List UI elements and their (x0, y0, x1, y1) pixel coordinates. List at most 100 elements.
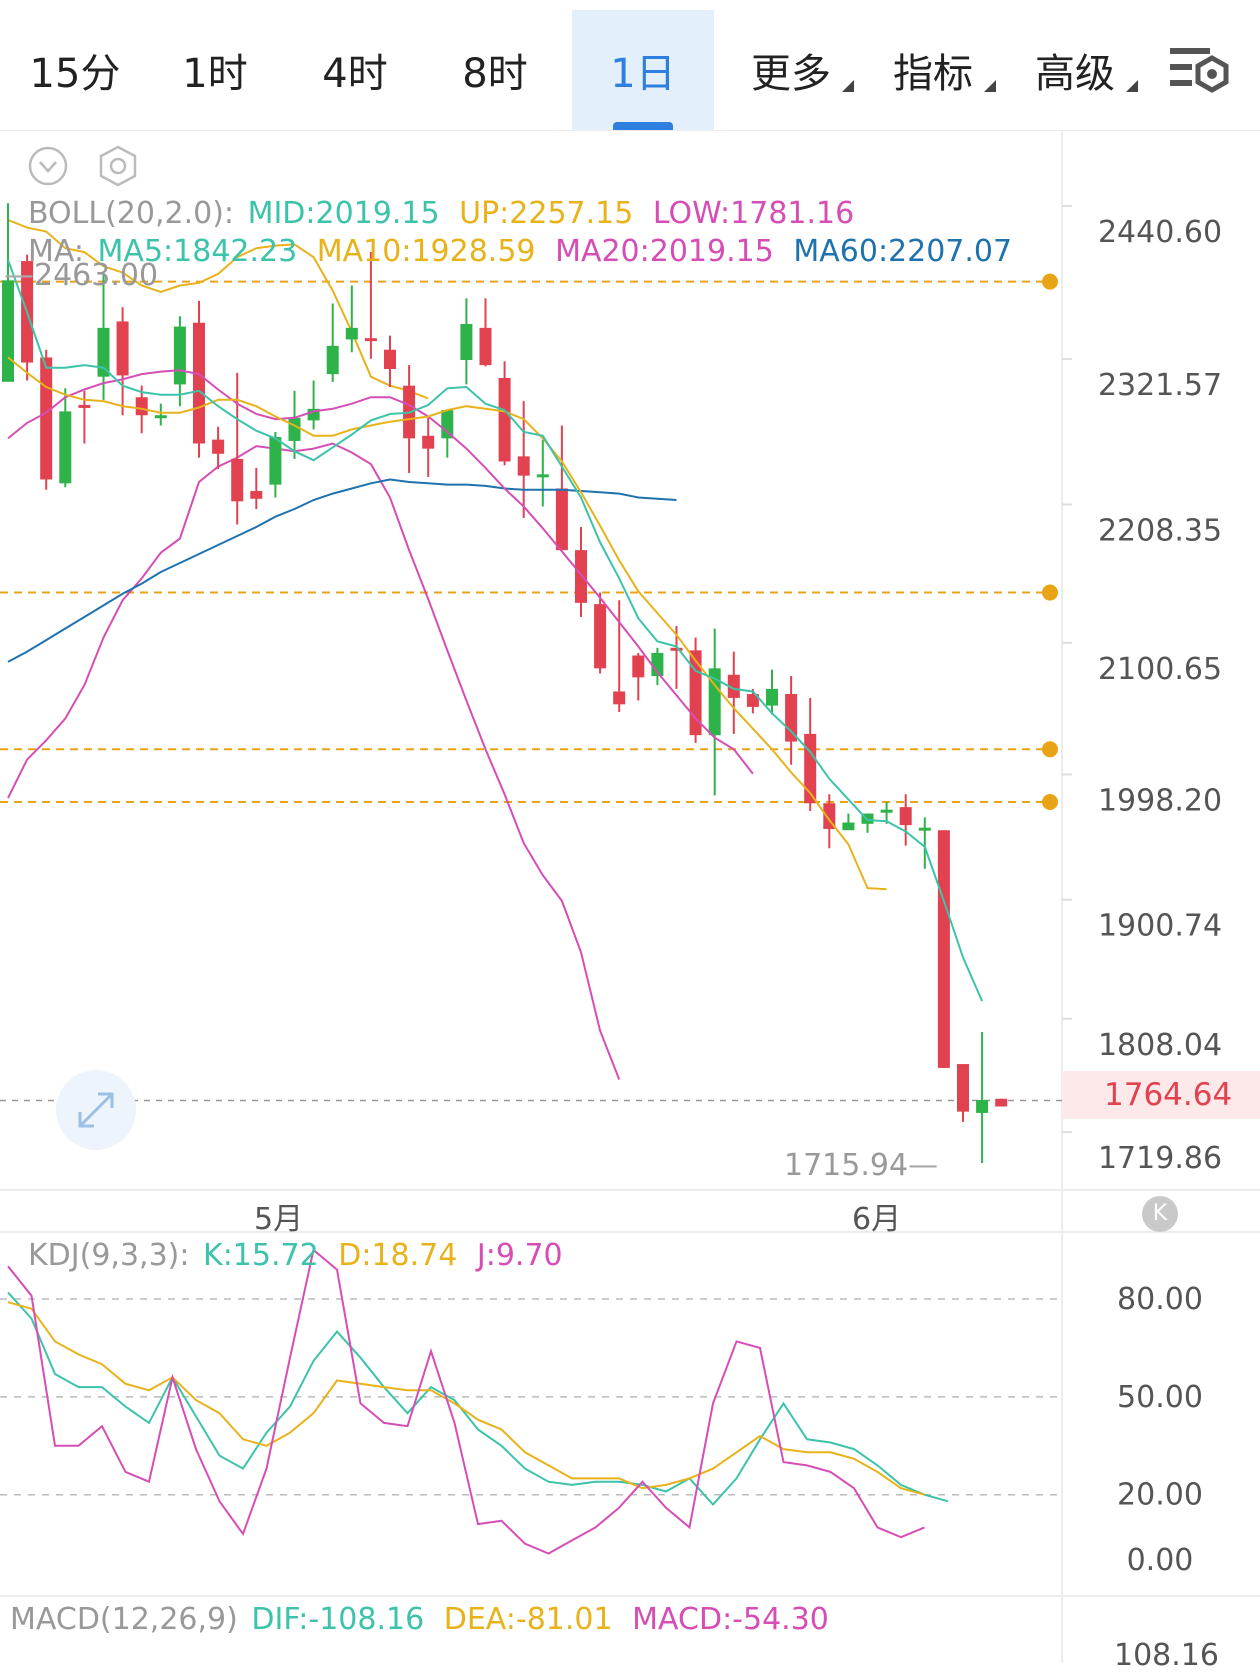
ma5-value: MA5:1842.23 (97, 234, 298, 269)
macd-dif-value: DIF:-108.16 (251, 1602, 425, 1637)
candle-body (594, 604, 607, 669)
candle-body (536, 474, 549, 478)
candle-body (670, 647, 683, 651)
candle-body (957, 1064, 969, 1112)
chevron-down-circle-icon (28, 146, 68, 186)
macd-dea-value: DEA:-81.01 (443, 1602, 613, 1637)
boll-low-line (7, 442, 621, 1080)
candle-body (59, 411, 72, 484)
candle-body (727, 674, 740, 698)
tab-1day[interactable]: 1日 (572, 10, 714, 130)
x-label-june: 6月 (852, 1202, 902, 1237)
dropdown-triangle-icon (984, 80, 996, 92)
macd-legend-name: MACD(12,26,9) (10, 1602, 238, 1637)
max-price-value: 2463.00 (34, 258, 159, 293)
macd-macd-value: MACD:-54.30 (632, 1602, 829, 1637)
candle-body (517, 456, 530, 476)
candle-body (976, 1100, 989, 1113)
price-alert-dot (1042, 741, 1058, 758)
candle-body (479, 327, 492, 366)
y-tick-label: 1900.74 (1098, 909, 1222, 944)
axis-layer: 2440.60 2321.57 2208.35 2100.65 1998.20 1900.… (1062, 205, 1222, 1578)
candle-body (441, 410, 454, 439)
tab-indicators[interactable]: 指标 (866, 10, 1000, 130)
max-price-dash: — (4, 258, 34, 293)
candle-body (651, 652, 664, 677)
y-tick-label: 2440.60 (1098, 215, 1222, 250)
max-price-label: —2463.00 (4, 258, 158, 293)
kdj-y-tick-label: 80.00 (1117, 1282, 1203, 1317)
price-alert-dot (1042, 793, 1058, 810)
current-price-tag: 1764.64 (1062, 1071, 1260, 1119)
candle-body (154, 415, 167, 419)
candle-body (422, 435, 435, 449)
chart-settings-icon[interactable] (1168, 44, 1232, 104)
ma60-value: MA60:2207.07 (793, 234, 1013, 269)
candle-body (575, 550, 587, 603)
y-tick-label: 1719.86 (1098, 1141, 1222, 1176)
boll-mid-value: MID:2019.15 (247, 196, 440, 231)
y-tick-label: 1998.20 (1098, 783, 1222, 818)
tab-4hour[interactable]: 4时 (290, 10, 420, 130)
kdj-y-tick-label: 0.00 (1127, 1543, 1194, 1578)
candle-body (193, 322, 205, 444)
boll-band-layer (7, 218, 621, 1080)
tab-1hour[interactable]: 1时 (150, 10, 280, 130)
macd-y-tick: 108.16 (1114, 1638, 1219, 1673)
candle-body (307, 408, 320, 421)
candle-body (498, 377, 511, 462)
macd-legend: MACD(12,26,9) DIF:-108.16 DEA:-81.01 MAC… (10, 1602, 839, 1637)
y-tick-label: 2321.57 (1098, 368, 1222, 403)
candle-body (632, 655, 645, 678)
candle-body (78, 404, 91, 408)
candle-body (212, 439, 225, 454)
candlestick-layer (2, 203, 1008, 1164)
candle-body (804, 733, 817, 804)
candle-body (555, 488, 568, 551)
kdj-j-value: J:9.70 (476, 1238, 563, 1273)
candle-body (899, 807, 912, 826)
candle-body (460, 324, 473, 360)
tab-1hour-label: 1时 (182, 51, 248, 97)
collapse-circle-icon[interactable] (28, 146, 68, 186)
tab-4hour-label: 4时 (322, 51, 388, 97)
boll-up-value: UP:2257.15 (459, 196, 634, 231)
candle-body (231, 458, 244, 502)
ma-legend-name: MA: (28, 234, 84, 269)
tab-indicators-label: 指标 (893, 51, 973, 97)
candle-body (2, 280, 14, 382)
candle-body (384, 349, 396, 369)
ma10-value: MA10:1928.59 (316, 234, 536, 269)
candle-body (173, 326, 186, 385)
kdj-y-tick-label: 50.00 (1117, 1380, 1203, 1415)
tab-advanced[interactable]: 高级 (1008, 10, 1142, 130)
active-tab-indicator (613, 122, 673, 130)
timeframe-tab-bar: 15分 1时 4时 8时 1日 更多 指标 高级 (0, 0, 1260, 131)
boll-low-value: LOW:1781.16 (652, 196, 855, 231)
candle-body (40, 357, 53, 480)
tab-8hour[interactable]: 8时 (430, 10, 560, 130)
expand-chart-button[interactable] (56, 1070, 136, 1150)
tab-8hour-label: 8时 (462, 51, 528, 97)
ma60-line (7, 478, 677, 663)
tab-15min[interactable]: 15分 (10, 10, 140, 130)
dropdown-triangle-icon (1126, 80, 1138, 92)
candle-body (842, 822, 855, 831)
candle-body (918, 827, 931, 831)
y-tick-label: 1808.04 (1098, 1028, 1222, 1063)
kdj-k-value: K:15.72 (203, 1238, 319, 1273)
tab-1day-label: 1日 (610, 51, 676, 97)
ma-legend: MA: MA5:1842.23 MA10:1928.59 MA20:2019.1… (28, 234, 1022, 269)
candle-body (766, 688, 778, 706)
candle-body (364, 338, 377, 342)
y-tick-label: 2208.35 (1098, 513, 1222, 548)
price-alert-dot (1042, 584, 1058, 601)
ma20-line (7, 369, 754, 775)
k-badge-button[interactable]: K (1142, 1196, 1178, 1232)
candle-body (288, 417, 301, 441)
hexagon-icon (99, 145, 137, 187)
tab-more[interactable]: 更多 (724, 10, 858, 130)
candle-body (250, 491, 263, 499)
hexagon-settings-icon[interactable] (96, 144, 140, 188)
